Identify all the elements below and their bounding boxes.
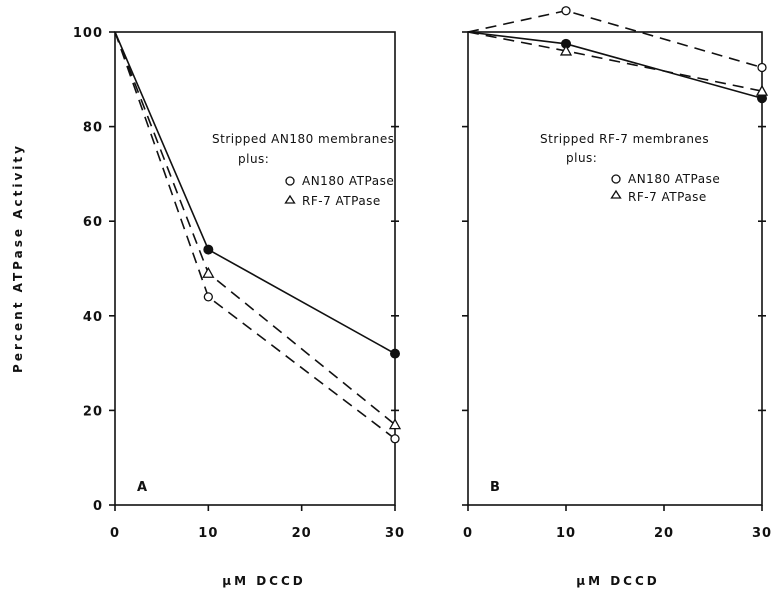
x-tick-label-b-0: 0 xyxy=(463,526,473,541)
y-tick-label-60: 60 xyxy=(83,215,103,230)
y-tick-label-100: 100 xyxy=(73,26,103,41)
x-tick-label-b-30: 30 xyxy=(752,526,772,541)
legend-a-title: Stripped AN180 membranes xyxy=(212,132,394,146)
series-line-a-0 xyxy=(114,31,396,355)
plot-frame-a xyxy=(114,31,396,506)
plot-frame-b xyxy=(467,31,763,506)
y-tick-label-40: 40 xyxy=(83,310,103,325)
data-point-a-s1-1 xyxy=(203,292,213,302)
legend-a-open-circle-marker xyxy=(285,176,295,186)
x-axis-label-b: μM DCCD xyxy=(576,574,659,588)
data-point-a-s1-2 xyxy=(390,434,400,444)
panel-a: 0 20 40 60 80 100 0 10 20 30 A xyxy=(73,26,405,541)
data-point-a-s0-1 xyxy=(203,244,214,255)
x-axis-label-a: μM DCCD xyxy=(222,574,305,588)
legend-b-entry-rf7: RF-7 ATPase xyxy=(628,190,707,204)
panel-label-b: B xyxy=(490,480,500,495)
series-line-a-1 xyxy=(114,31,396,440)
legend-b-open-triangle-marker xyxy=(610,189,622,199)
legend-a-open-triangle-marker xyxy=(284,194,296,204)
x-tick-label-a-30: 30 xyxy=(385,526,405,541)
x-tick-label-a-10: 10 xyxy=(198,526,218,541)
x-tick-label-b-20: 20 xyxy=(654,526,674,541)
y-tick-label-0: 0 xyxy=(93,499,103,514)
legend-a-entry-rf7: RF-7 ATPase xyxy=(302,194,381,208)
data-point-a-s2-1 xyxy=(202,266,215,278)
series-line-a-2 xyxy=(114,31,396,426)
data-point-b-s2-2 xyxy=(755,84,769,96)
y-tick-label-20: 20 xyxy=(83,404,103,419)
data-point-a-s2-2 xyxy=(388,418,402,430)
data-point-b-s1-1 xyxy=(561,6,571,16)
legend-a-entry-an180: AN180 ATPase xyxy=(302,174,394,188)
y-axis-label: Percent ATPase Activity xyxy=(11,143,25,373)
series-line-b-2 xyxy=(467,31,763,92)
x-tick-label-a-20: 20 xyxy=(292,526,312,541)
x-tick-label-b-10: 10 xyxy=(556,526,576,541)
legend-b-open-circle-marker xyxy=(611,174,621,184)
series-line-b-0 xyxy=(467,31,763,99)
legend-b: Stripped RF-7 membranes plus: AN180 ATPa… xyxy=(540,132,720,204)
legend-a: Stripped AN180 membranes plus: AN180 ATP… xyxy=(212,132,394,208)
legend-b-entry-an180: AN180 ATPase xyxy=(628,172,720,186)
panel-b: 0 10 20 30 B xyxy=(462,6,772,541)
data-point-b-s1-2 xyxy=(757,62,767,73)
x-tick-label-a-0: 0 xyxy=(110,526,120,541)
data-point-a-s0-2 xyxy=(390,348,400,359)
legend-b-title: Stripped RF-7 membranes xyxy=(540,132,709,146)
series-line-b-1 xyxy=(467,9,763,69)
legend-b-subtitle: plus: xyxy=(566,151,597,165)
data-point-b-s2-1 xyxy=(559,44,573,56)
y-tick-label-80: 80 xyxy=(83,121,103,136)
legend-a-subtitle: plus: xyxy=(238,152,269,166)
panel-label-a: A xyxy=(137,480,147,495)
